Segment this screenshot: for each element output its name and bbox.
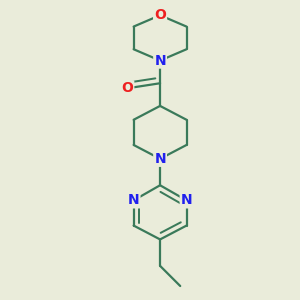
Text: N: N [181,194,192,207]
Text: O: O [122,81,133,95]
Text: O: O [154,8,166,22]
Text: N: N [128,194,140,207]
Text: N: N [154,54,166,68]
Text: N: N [154,152,166,166]
